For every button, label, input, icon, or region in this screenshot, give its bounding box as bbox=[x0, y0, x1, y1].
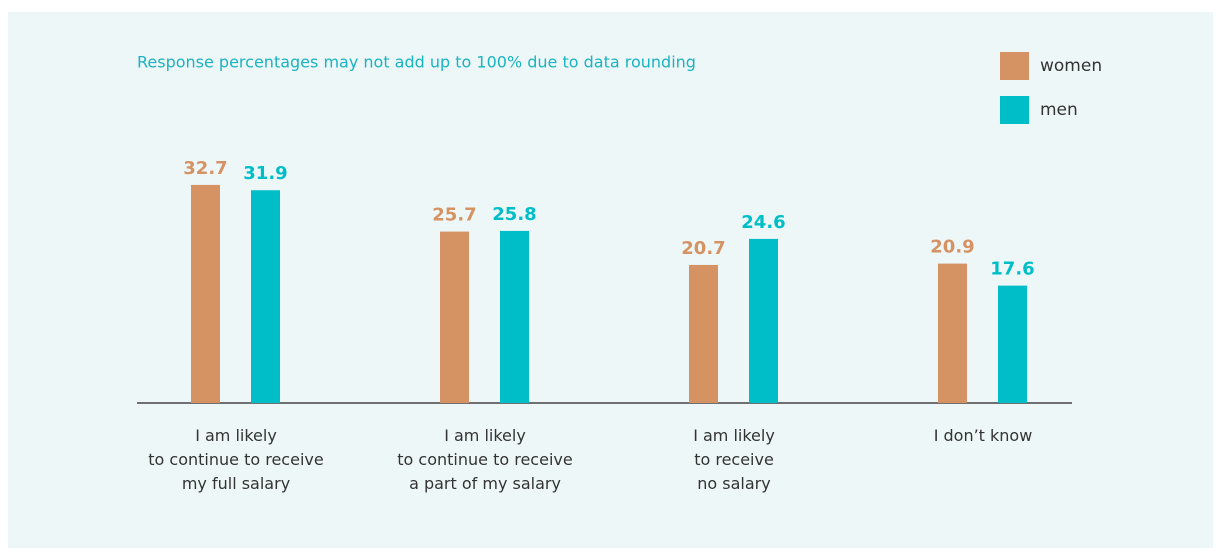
bar bbox=[749, 238, 778, 403]
value-label: 24.6 bbox=[741, 212, 785, 233]
x-tick-label: I am likely to continue to receive a par… bbox=[397, 426, 573, 493]
x-tick-label: I am likely to continue to receive my fu… bbox=[148, 426, 324, 493]
bar bbox=[500, 230, 529, 403]
value-label: 25.7 bbox=[432, 205, 476, 226]
value-label: 17.6 bbox=[990, 259, 1034, 280]
value-label: 31.9 bbox=[243, 163, 287, 184]
legend-swatch bbox=[1000, 52, 1029, 80]
chart-subtitle: Response percentages may not add up to 1… bbox=[137, 53, 696, 72]
legend-label: women bbox=[1040, 56, 1102, 76]
bar bbox=[689, 264, 718, 403]
legend-label: men bbox=[1040, 100, 1078, 120]
bar bbox=[440, 231, 469, 403]
value-label: 32.7 bbox=[183, 158, 227, 179]
value-label: 25.8 bbox=[492, 204, 536, 225]
value-label: 20.7 bbox=[681, 238, 725, 259]
bar bbox=[998, 285, 1027, 403]
bar bbox=[191, 184, 220, 403]
x-tick-label: I am likely to receive no salary bbox=[693, 426, 775, 493]
value-label: 20.9 bbox=[930, 237, 974, 258]
x-tick-label: I don’t know bbox=[933, 426, 1033, 445]
bar bbox=[251, 190, 280, 403]
bar bbox=[938, 263, 967, 403]
legend-swatch bbox=[1000, 96, 1029, 124]
